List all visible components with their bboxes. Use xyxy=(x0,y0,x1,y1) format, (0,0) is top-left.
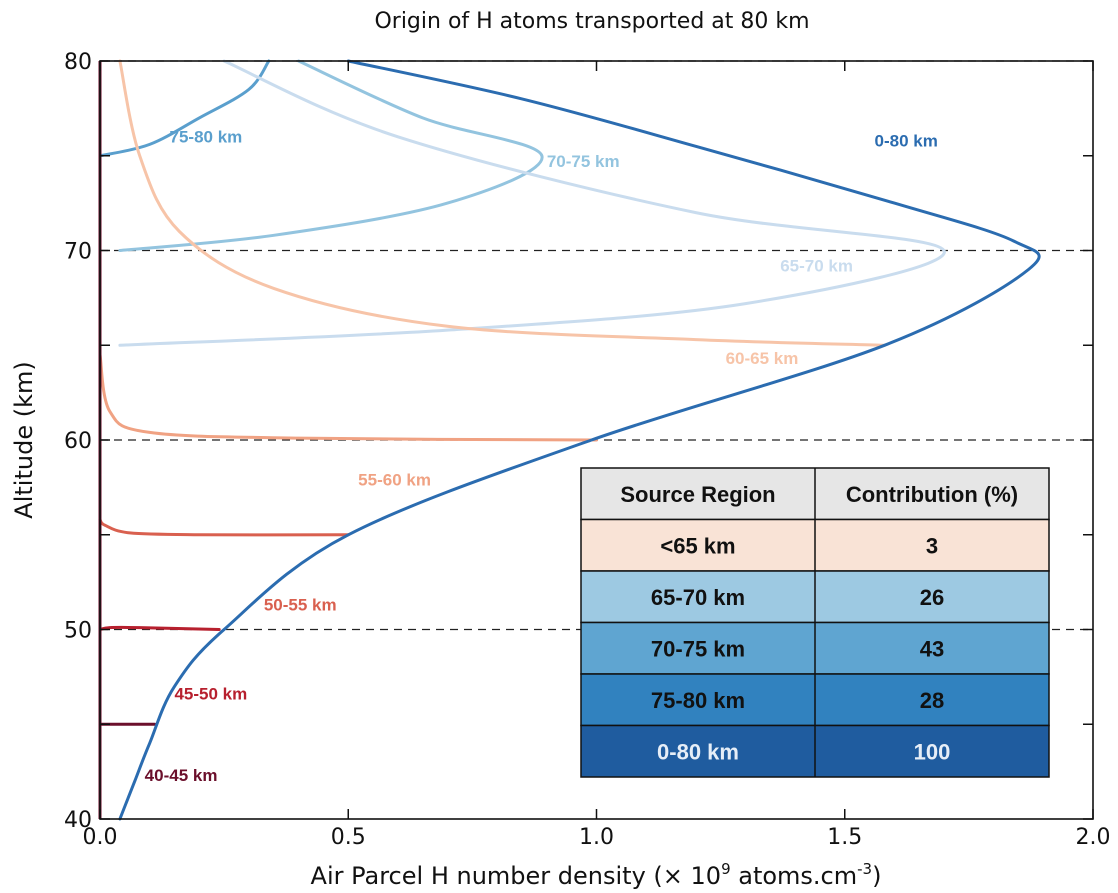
table-cell-region: 75-80 km xyxy=(651,688,745,713)
curve-label: 65-70 km xyxy=(780,256,853,275)
table-cell-contribution: 26 xyxy=(920,585,944,610)
axis-ticks: 0.0 0.5 1.0 1.5 2.0 40 50 60 70 80 xyxy=(64,50,1111,850)
x-tick-label: 0.5 xyxy=(331,825,366,850)
x-axis-label-part: ) xyxy=(872,862,881,890)
y-tick-label: 40 xyxy=(64,808,92,833)
curve-label: 55-60 km xyxy=(358,470,431,489)
table-cell-region: 65-70 km xyxy=(651,585,745,610)
series-line xyxy=(118,59,886,347)
curve-label: 70-75 km xyxy=(547,152,620,171)
table-header-cell: Contribution (%) xyxy=(846,482,1018,507)
curve-label: 45-50 km xyxy=(174,685,247,704)
series-line xyxy=(98,353,598,442)
table-cell-region: 70-75 km xyxy=(651,636,745,661)
table-cell-region: <65 km xyxy=(660,533,735,558)
series-line xyxy=(118,59,544,252)
table-cell-region: 0-80 km xyxy=(657,739,739,764)
series-line xyxy=(98,59,271,158)
x-tick-label: 1.5 xyxy=(827,825,862,850)
curve-label: 40-45 km xyxy=(145,766,218,785)
curve-labels: 0-80 km 75-80 km 70-75 km 65-70 km 60-65 km 5… xyxy=(145,127,938,785)
table-cell-contribution: 28 xyxy=(920,688,944,713)
x-tick-label: 2.0 xyxy=(1076,825,1111,850)
curve-label: 60-65 km xyxy=(726,349,799,368)
x-axis-label-superscript: 9 xyxy=(721,860,731,878)
y-tick-label: 50 xyxy=(64,619,92,644)
table-cell-contribution: 100 xyxy=(914,739,951,764)
curve-label: 0-80 km xyxy=(875,131,938,150)
series-line xyxy=(98,518,350,537)
table-header-cell: Source Region xyxy=(620,482,775,507)
chart-title: Origin of H atoms transported at 80 km xyxy=(374,9,809,34)
curve-label: 50-55 km xyxy=(264,596,337,615)
x-axis-label-superscript: -3 xyxy=(857,860,872,878)
x-tick-label: 1.0 xyxy=(579,825,614,850)
table-cell-contribution: 43 xyxy=(920,636,944,661)
x-axis-label-part: atoms.cm xyxy=(731,862,858,890)
series-line xyxy=(118,59,946,347)
y-tick-label: 60 xyxy=(64,429,92,454)
contribution-table: Source Region Contribution (%) <65 km 3 65-7… xyxy=(580,467,1050,778)
x-tick-label: 0.0 xyxy=(83,825,118,850)
curve-label: 75-80 km xyxy=(170,127,243,146)
y-tick-label: 80 xyxy=(64,50,92,75)
x-axis-label-part: Air Parcel H number density (× 10 xyxy=(311,862,722,890)
series-line xyxy=(118,59,1041,821)
y-axis-label: Altitude (km) xyxy=(10,361,38,518)
table-cell-contribution: 3 xyxy=(926,533,938,558)
x-axis-label: Air Parcel H number density (× 109 atoms… xyxy=(311,860,882,890)
y-tick-label: 70 xyxy=(64,240,92,265)
series-line xyxy=(98,625,221,631)
